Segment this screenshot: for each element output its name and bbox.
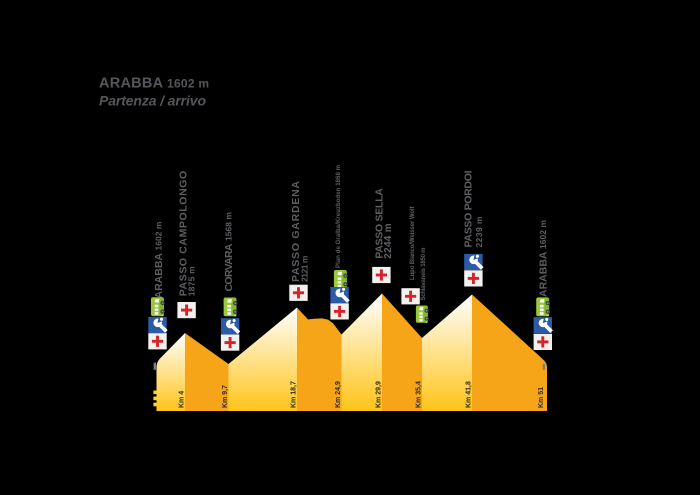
svg-text:Km 18,7: Km 18,7	[291, 381, 298, 408]
svg-text:PASSO CAMPOLONGO: PASSO CAMPOLONGO	[177, 171, 189, 297]
svg-text:Km 29,9: Km 29,9	[376, 381, 383, 408]
svg-text:Schiavaneis 1850 m: Schiavaneis 1850 m	[421, 248, 427, 301]
svg-text:1875 m: 1875 m	[187, 266, 197, 296]
svg-text:Km 41,8: Km 41,8	[466, 381, 473, 408]
svg-text:Plan de Gralba/Kreuzboden 1868: Plan de Gralba/Kreuzboden 1868 m	[336, 165, 342, 268]
svg-text:Km 4: Km 4	[179, 391, 186, 408]
svg-text:Km 51: Km 51	[538, 387, 545, 408]
svg-text:1602 m: 1602 m	[538, 220, 548, 249]
svg-text:ARABBA: ARABBA	[538, 251, 550, 297]
svg-text:2244 m: 2244 m	[383, 223, 394, 258]
svg-text:Km 24,9: Km 24,9	[335, 381, 342, 408]
svg-text:Km 35,4: Km 35,4	[416, 381, 423, 408]
svg-text:ARABBA: ARABBA	[153, 253, 165, 299]
svg-text:ARABBA 1602 m: ARABBA 1602 m	[99, 76, 209, 92]
svg-text:PASSO SELLA: PASSO SELLA	[374, 188, 386, 259]
svg-text:Lupo Bianco/Weisser Wolf: Lupo Bianco/Weisser Wolf	[410, 206, 416, 281]
svg-text:PASSO PORDOI: PASSO PORDOI	[463, 170, 475, 247]
svg-text:Partenza / arrivo: Partenza / arrivo	[99, 93, 206, 109]
svg-text:1568 m: 1568 m	[223, 212, 233, 241]
svg-text:2239 m: 2239 m	[474, 216, 484, 247]
svg-text:2121 m: 2121 m	[300, 255, 310, 282]
svg-text:CORVARA: CORVARA	[223, 243, 235, 291]
svg-text:Km 9,7: Km 9,7	[222, 385, 229, 408]
svg-text:PASSO GARDENA: PASSO GARDENA	[290, 181, 302, 282]
svg-text:1602 m: 1602 m	[153, 221, 163, 250]
